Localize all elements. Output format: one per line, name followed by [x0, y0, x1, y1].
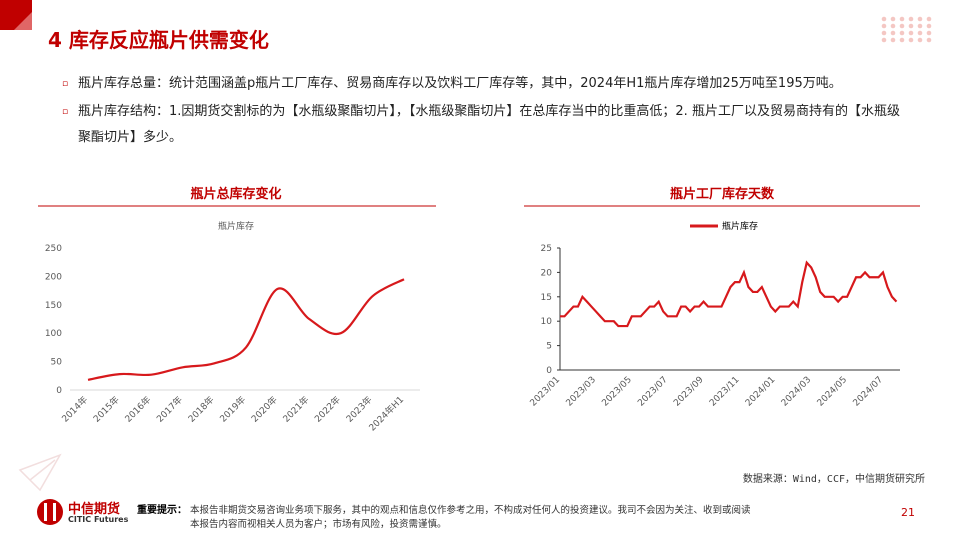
dot: [917, 16, 923, 22]
legend-label: 瓶片库存: [218, 220, 254, 232]
chart-title: 瓶片总库存变化: [190, 186, 281, 202]
y-tick-label: 15: [541, 293, 552, 303]
y-tick-label: 150: [45, 301, 62, 311]
dot: [926, 37, 932, 43]
logo-text-en: CITIC Futures: [68, 515, 129, 524]
corner-accent: [14, 12, 32, 30]
x-tick-label: 2023年: [343, 394, 374, 425]
y-tick-label: 100: [45, 329, 62, 339]
dot: [926, 16, 932, 22]
dot: [917, 37, 923, 43]
dot: [890, 16, 896, 22]
bullet: ▫ 瓶片库存结构：1.因期货交割标的为【水瓶级聚酯切片】，【水瓶级聚酯切片】在总库…: [62, 99, 912, 151]
dot: [899, 30, 905, 36]
logo-icon: [37, 499, 63, 525]
dot: [890, 23, 896, 29]
notice-line: 本报告内容而视相关人员为客户；市场有风险，投资需谨慎。: [190, 519, 447, 530]
dot: [881, 37, 887, 43]
dot: [881, 16, 887, 22]
source: 数据来源：Wind，CCF，中信期货研究所: [742, 474, 925, 485]
x-tick-label: 2021年: [280, 394, 311, 425]
dot: [908, 16, 914, 22]
x-tick-label: 2020年: [249, 394, 280, 425]
dot: [926, 30, 932, 36]
x-tick-label: 2017年: [154, 394, 185, 425]
y-tick-label: 200: [45, 272, 62, 282]
x-tick-label: 2019年: [217, 394, 248, 425]
y-tick-label: 5: [546, 342, 552, 352]
chart-title: 瓶片工厂库存天数: [670, 186, 775, 202]
page-number: 21: [901, 506, 915, 519]
dot: [908, 30, 914, 36]
dot: [899, 23, 905, 29]
logo-text: 中信期货: [68, 502, 121, 517]
dot: [926, 23, 932, 29]
bullet-text: 瓶片库存结构：1.因期货交割标的为【水瓶级聚酯切片】，【水瓶级聚酯切片】在总库存…: [78, 104, 900, 145]
x-tick-label: 2024/05: [816, 375, 850, 409]
notice-label: 重要提示：: [137, 505, 187, 516]
dot: [881, 23, 887, 29]
y-tick-label: 0: [546, 366, 552, 376]
bullet-text: 瓶片库存总量：统计范围涵盖p瓶片工厂库存、贸易商库存以及饮料工厂库存等，其中，2…: [78, 76, 842, 91]
x-tick-label: 2023/11: [708, 375, 742, 409]
x-tick-label: 2022年: [312, 394, 343, 425]
x-tick-label: 2016年: [122, 394, 153, 425]
dot: [881, 30, 887, 36]
x-tick-label: 2018年: [185, 394, 216, 425]
x-tick-label: 2024/03: [780, 375, 814, 409]
x-tick-label: 2024/07: [852, 375, 886, 409]
y-tick-label: 10: [541, 317, 553, 327]
x-tick-label: 2023/05: [600, 375, 634, 409]
notice-line: 本报告非期货交易咨询业务项下服务，其中的观点和信息仅作参考之用，不构成对任何人的…: [190, 505, 751, 516]
paper-plane-decoration: [18, 453, 62, 492]
series-line: [87, 278, 405, 381]
y-tick-label: 0: [56, 386, 62, 396]
dot: [890, 37, 896, 43]
dot: [890, 30, 896, 36]
legend-label: 瓶片库存: [722, 220, 758, 232]
dot-decoration: [881, 16, 932, 43]
series-line: [560, 260, 898, 328]
y-tick-label: 250: [45, 244, 62, 254]
dot: [917, 23, 923, 29]
x-tick-label: 2023/03: [564, 375, 598, 409]
x-tick-label: 2023/01: [529, 375, 563, 409]
bullet: ▫ 瓶片库存总量：统计范围涵盖p瓶片工厂库存、贸易商库存以及饮料工厂库存等，其中，…: [62, 71, 912, 97]
dot: [908, 37, 914, 43]
x-tick-label: 2024年H1: [366, 394, 406, 434]
slide-title: 4 库存反应瓶片供需变化: [48, 28, 269, 52]
x-tick-label: 2014年: [59, 394, 90, 425]
y-tick-label: 50: [51, 358, 63, 368]
x-tick-label: 2024/01: [744, 375, 778, 409]
y-tick-label: 25: [541, 244, 552, 254]
dot: [899, 16, 905, 22]
dot: [899, 37, 905, 43]
x-tick-label: 2015年: [91, 394, 122, 425]
x-tick-label: 2023/07: [636, 375, 670, 409]
y-tick-label: 20: [541, 268, 553, 278]
dot: [908, 23, 914, 29]
x-tick-label: 2023/09: [672, 375, 706, 409]
dot: [917, 30, 923, 36]
